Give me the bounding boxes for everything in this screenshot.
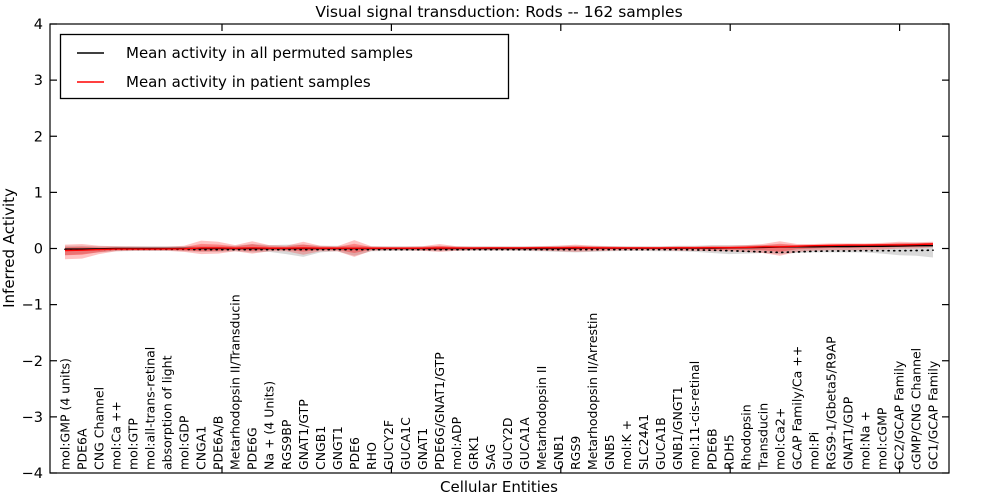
x-category-label: Metarhodopsin II/Arrestin	[585, 313, 600, 470]
x-category-label: cGMP/CNG Channel	[909, 348, 924, 470]
x-category-label: PDE6	[347, 437, 362, 470]
x-category-label: GUCY2D	[500, 417, 515, 470]
x-category-label: mol:Na +	[857, 411, 872, 470]
x-category-label: GNGT1	[330, 426, 345, 470]
x-category-label: GNB5	[602, 434, 617, 470]
xcategory-labels-layer: mol:GMP (4 units) PDE6A CNG Channel mol:Ca …	[58, 294, 941, 471]
series-solid-red	[64, 243, 934, 252]
x-category-label: GNAT1	[415, 428, 430, 470]
x-category-label: PDE6B	[704, 428, 719, 470]
ytick-label: −2	[22, 354, 43, 370]
x-category-label: mol:GMP (4 units)	[58, 358, 73, 470]
x-category-label: mol:GTP	[126, 418, 141, 470]
plot-frame	[49, 23, 950, 474]
x-category-label: mol:Ca2+	[772, 408, 787, 470]
x-category-label: GUCA1A	[517, 417, 532, 470]
ytick-label: −4	[22, 466, 43, 482]
x-category-label: RGS9-1/Gbeta5/R9AP	[823, 336, 838, 470]
x-category-label: mol:GDP	[177, 415, 192, 470]
x-category-label: absorption of light	[160, 355, 175, 470]
y-axis-label: Inferred Activity	[0, 188, 18, 308]
x-category-label: GC1/GCAP Family	[926, 360, 941, 470]
x-category-label: PDE6A/B	[211, 416, 226, 470]
legend-box	[59, 33, 510, 100]
x-category-label: RGS9BP	[279, 419, 294, 470]
x-category-label: mol:11-cis-retinal	[687, 361, 702, 470]
series-dotted-black	[64, 248, 934, 254]
patient-std-band	[65, 240, 933, 260]
x-category-label: GNAT1/GDP	[840, 396, 855, 470]
x-category-label: RHO	[364, 442, 379, 470]
x-category-label: Metarhodopsin II	[534, 366, 549, 470]
legend-label-permuted: Mean activity in all permuted samples	[126, 44, 413, 62]
permuted-std-band	[65, 242, 933, 258]
x-category-label: CNGA1	[194, 426, 209, 470]
chart-title: Visual signal transduction: Rods -- 162 …	[315, 3, 682, 21]
legend: Mean activity in all permuted samples Me…	[59, 33, 510, 100]
x-category-label: GUCY2F	[381, 420, 396, 470]
x-category-label: PDE6G	[245, 427, 260, 470]
x-category-label: SLC24A1	[636, 414, 651, 470]
ytick-label: 1	[34, 185, 43, 201]
x-category-label: GNB1/GNGT1	[670, 386, 685, 470]
x-category-label: GNAT1/GTP	[296, 399, 311, 470]
x-category-label: GUCA1B	[653, 417, 668, 470]
x-category-label: GNB1	[551, 434, 566, 470]
x-category-label: GC2/GCAP Family	[892, 360, 907, 470]
x-category-label: SAG	[483, 444, 498, 470]
x-category-label: mol:Pi	[806, 432, 821, 470]
x-category-label: Metarhodopsin II/Transducin	[228, 294, 243, 470]
x-category-label: PDE6G/GNAT1/GTP	[432, 352, 447, 470]
x-category-label: Na + (4 Units)	[262, 381, 277, 470]
x-category-label: RDH5	[721, 434, 736, 470]
x-category-label: mol:all-trans-retinal	[143, 347, 158, 470]
ytick-label: 4	[34, 17, 43, 33]
ytick-label: −1	[22, 298, 43, 314]
x-category-label: GCAP Family/Ca ++	[789, 346, 804, 470]
mean-lines-layer	[64, 243, 934, 254]
x-category-label: mol:cGMP	[875, 407, 890, 470]
x-category-label: mol:Ca ++	[109, 401, 124, 470]
x-category-label: PDE6A	[75, 428, 90, 470]
ytick-labels-layer: 4 3 2 1 0 −1 −2 −3 −4	[22, 17, 43, 482]
x-category-label: CNGB1	[313, 426, 328, 470]
ytick-label: 2	[34, 129, 43, 145]
x-category-label: GUCA1C	[398, 417, 413, 470]
x-category-label: RGS9	[568, 436, 583, 470]
ytick-label: −3	[22, 410, 43, 426]
x-axis-label: Cellular Entities	[440, 478, 558, 496]
x-category-label: GRK1	[466, 435, 481, 470]
legend-label-patient: Mean activity in patient samples	[126, 73, 371, 91]
ytick-label: 0	[34, 242, 43, 258]
x-category-label: mol:K +	[619, 420, 634, 470]
x-category-label: mol:ADP	[449, 416, 464, 470]
x-category-label: Rhodopsin	[738, 404, 753, 470]
x-category-label: CNG Channel	[92, 387, 107, 470]
ytick-label: 3	[34, 73, 43, 89]
x-category-label: Transducin	[755, 403, 770, 471]
